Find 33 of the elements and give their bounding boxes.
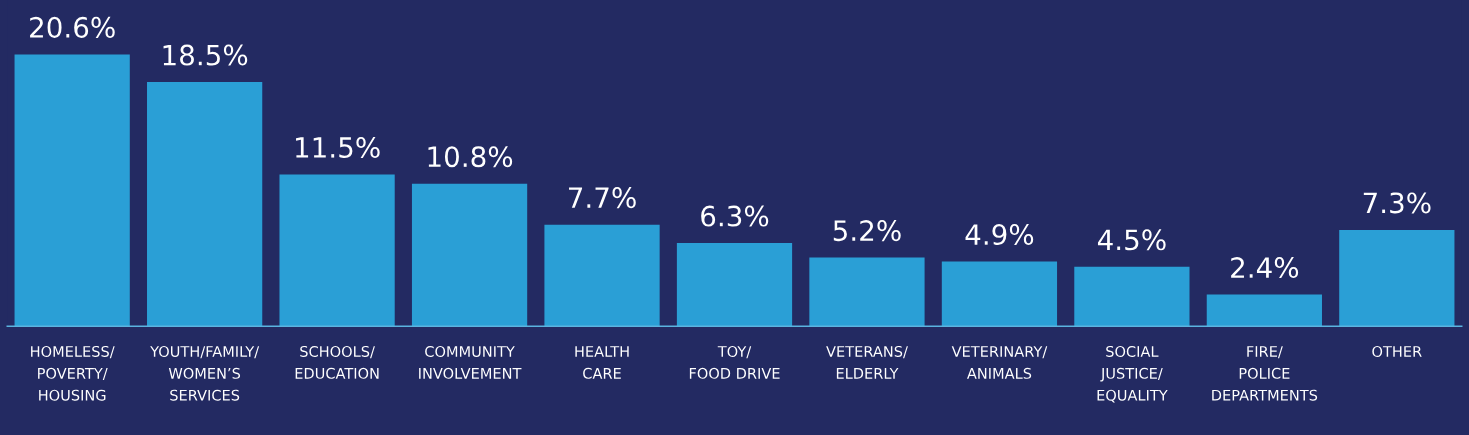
bar: [544, 224, 660, 327]
data-label: 7.3%: [1363, 192, 1431, 214]
bar: [279, 174, 395, 327]
x-tick-label: HEALTH CARE: [575, 346, 629, 379]
data-label: 6.3%: [701, 205, 769, 227]
x-tick-label: HOMELESS/ POVERTY/ HOUSING: [31, 345, 115, 401]
bar: [809, 257, 925, 327]
bar: [1339, 229, 1455, 327]
bar: [147, 82, 263, 327]
data-label: 5.2%: [833, 220, 901, 242]
x-tick-label: VETERINARY/ ANIMALS: [951, 346, 1048, 379]
data-label: 20.6%: [30, 16, 115, 38]
x-tick-label: FIRE/ POLICE DEPARTMENTS: [1212, 346, 1318, 401]
data-label: 11.5%: [296, 136, 380, 158]
bar: [676, 243, 793, 327]
x-tick-label: VETERANS/ ELDERLY: [826, 345, 908, 379]
bar: [941, 261, 1058, 327]
x-tick-label: YOUTH/FAMILY/ WOMEN’S SERVICES: [150, 345, 260, 401]
bar: [14, 54, 130, 327]
x-tick-label: OTHER: [1372, 345, 1422, 357]
data-label: 18.5%: [163, 44, 248, 66]
x-tick-label: SOCIAL JUSTICE/ EQUALITY: [1097, 345, 1168, 403]
data-label: 4.9%: [965, 224, 1034, 246]
data-label: 10.8%: [428, 146, 513, 168]
data-label: 2.4%: [1231, 257, 1299, 279]
bar: [1074, 266, 1190, 327]
bar: [1206, 294, 1322, 327]
data-label: 7.7%: [569, 187, 636, 209]
x-tick-label: TOY/ FOOD DRIVE: [689, 345, 780, 379]
bar: [411, 183, 528, 327]
x-tick-label: COMMUNITY INVOLVEMENT: [419, 345, 522, 379]
data-label: 4.5%: [1097, 229, 1166, 251]
x-tick-label: SCHOOLS/ EDUCATION: [295, 345, 379, 379]
